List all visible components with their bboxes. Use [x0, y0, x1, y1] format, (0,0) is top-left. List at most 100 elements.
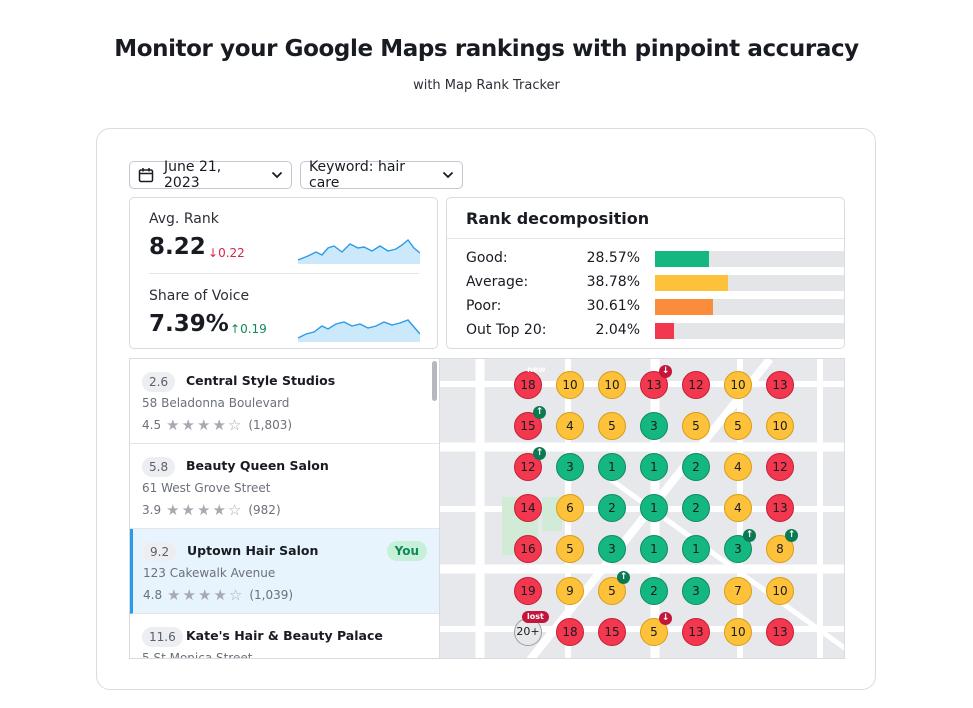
map-rank-pin[interactable]: 19: [514, 577, 542, 605]
business-name: Uptown Hair Salon: [187, 543, 319, 558]
business-name: Kate's Hair & Beauty Palace: [186, 628, 383, 643]
map-rank-pin[interactable]: 15: [598, 618, 626, 646]
keyword-label: Keyword: hair care: [309, 159, 406, 191]
rank-up-arrow-icon: ↑: [533, 406, 546, 419]
map-rank-tracker-card: June 21, 2023 Keyword: hair care Avg. Ra…: [96, 128, 876, 690]
review-count: (1,803): [248, 418, 293, 432]
star-rating-icon: ★★★★☆: [167, 586, 245, 604]
map-rank-pin[interactable]: 2: [682, 453, 710, 481]
map-rank-pin[interactable]: 4: [724, 494, 752, 522]
star-rating-icon: ★★★★☆: [166, 416, 244, 434]
page-subheadline: with Map Rank Tracker: [413, 78, 560, 93]
map-rank-pin[interactable]: 2: [598, 494, 626, 522]
map-rank-pin[interactable]: 10: [724, 618, 752, 646]
map-rank-pin[interactable]: 10: [556, 371, 584, 399]
business-list-item[interactable]: 9.2 Uptown Hair Salon You 123 Cakewalk Aven…: [130, 529, 439, 614]
calendar-icon: [138, 167, 154, 183]
rank-map[interactable]: 18 10 10 13 12 10 13 15 4 5 3 5 5 10 12 3 1 1 2 4 12 14 6 2 1 2 4 1…: [439, 358, 845, 659]
map-rank-pin[interactable]: 1: [640, 535, 668, 563]
arrow-up-icon: ↑: [230, 322, 241, 336]
map-rank-pin[interactable]: 5: [640, 618, 668, 646]
rank-up-arrow-icon: ↑: [617, 571, 630, 584]
map-rank-pin[interactable]: 3: [682, 577, 710, 605]
map-rank-pin[interactable]: 7: [724, 577, 752, 605]
map-rank-pin[interactable]: 1: [640, 494, 668, 522]
map-rank-pin[interactable]: 3: [598, 535, 626, 563]
rating-value: 4.5: [142, 418, 162, 432]
map-rank-pin[interactable]: 13: [682, 618, 710, 646]
map-rank-pin[interactable]: 2: [640, 577, 668, 605]
rank-category-bar-fill: [655, 275, 729, 291]
map-rank-pin[interactable]: 1: [598, 453, 626, 481]
rank-decomposition-row: Out Top 20: 2.04%: [466, 321, 844, 341]
rank-decomposition-row: Average: 38.78%: [466, 273, 844, 293]
map-rank-pin[interactable]: 13: [766, 618, 794, 646]
rank-down-arrow-icon: ↓: [659, 365, 672, 378]
business-list[interactable]: 2.6 Central Style Studios 58 Beladonna Bou…: [129, 358, 439, 659]
map-rank-pin[interactable]: 1: [682, 535, 710, 563]
business-address: 61 West Grove Street: [142, 481, 271, 495]
share-of-voice-sparkline: [298, 319, 420, 342]
map-rank-pin[interactable]: 5: [556, 535, 584, 563]
rating-value: 3.9: [142, 503, 162, 517]
map-rank-pin[interactable]: 1: [640, 453, 668, 481]
business-address: 5 St Monica Street: [142, 651, 253, 659]
map-rank-pin[interactable]: 4: [724, 453, 752, 481]
rank-category-percent: 2.04%: [595, 322, 640, 338]
rank-category-bar-fill: [655, 323, 674, 339]
map-rank-pin[interactable]: 10: [766, 577, 794, 605]
rank-down-arrow-icon: ↓: [659, 612, 672, 625]
rank-category-label: Out Top 20:: [466, 322, 547, 338]
map-rank-pin[interactable]: 5: [682, 412, 710, 440]
map-rank-pin[interactable]: 13: [766, 494, 794, 522]
rank-category-bar-track: [655, 251, 844, 267]
map-rank-pin[interactable]: 12: [682, 371, 710, 399]
map-rank-pin[interactable]: 3: [556, 453, 584, 481]
map-rank-pin[interactable]: 5: [598, 412, 626, 440]
map-rank-pin[interactable]: 5: [598, 577, 626, 605]
divider: [149, 273, 419, 274]
map-rank-pin[interactable]: 13: [766, 371, 794, 399]
map-rank-pin[interactable]: 10: [724, 371, 752, 399]
map-rank-pin[interactable]: 9: [556, 577, 584, 605]
avg-rank-sparkline: [298, 238, 420, 264]
tag-badge: new: [527, 365, 546, 374]
business-list-item[interactable]: 5.8 Beauty Queen Salon 61 West Grove Stree…: [130, 444, 439, 529]
rank-decomposition-row: Poor: 30.61%: [466, 297, 844, 317]
map-rank-pin[interactable]: 2: [682, 494, 710, 522]
business-rating: 4.8 ★★★★☆ (1,039): [143, 586, 293, 604]
rank-category-bar-track: [655, 299, 844, 315]
map-rank-pin[interactable]: 18: [556, 618, 584, 646]
map-rank-pin[interactable]: 4: [556, 412, 584, 440]
map-rank-pin[interactable]: 15: [514, 412, 542, 440]
business-list-item[interactable]: 11.6 Kate's Hair & Beauty Palace 5 St Moni…: [130, 614, 439, 659]
business-rating: 4.5 ★★★★☆ (1,803): [142, 416, 292, 434]
business-list-item[interactable]: 2.6 Central Style Studios 58 Beladonna Bou…: [130, 359, 439, 444]
map-rank-pin[interactable]: 14: [514, 494, 542, 522]
rank-category-percent: 30.61%: [586, 298, 640, 314]
review-count: (982): [248, 503, 281, 517]
map-rank-pin[interactable]: 5: [724, 412, 752, 440]
map-rank-pin[interactable]: 13: [640, 371, 668, 399]
map-rank-pin[interactable]: 6: [556, 494, 584, 522]
avg-rank-badge: 9.2: [143, 542, 177, 562]
rank-category-percent: 28.57%: [586, 250, 640, 266]
keyword-dropdown[interactable]: Keyword: hair care: [300, 159, 463, 191]
map-rank-pin[interactable]: 10: [766, 412, 794, 440]
stats-panel: Avg. Rank 8.22 ↓0.22 Share of Voice 7.39…: [129, 197, 438, 349]
date-label: June 21, 2023: [164, 159, 222, 191]
rank-category-percent: 38.78%: [586, 274, 640, 290]
rank-decomposition-panel: Rank decomposition Good: 28.57% Average: 38…: [446, 197, 845, 349]
rank-category-bar-track: [655, 323, 844, 339]
map-rank-pin[interactable]: 3: [640, 412, 668, 440]
business-name: Central Style Studios: [186, 373, 336, 388]
list-scrollbar[interactable]: [432, 361, 437, 401]
review-count: (1,039): [249, 588, 294, 602]
map-rank-pin[interactable]: 18: [514, 371, 542, 399]
rank-up-arrow-icon: ↑: [743, 529, 756, 542]
map-rank-pin[interactable]: 10: [598, 371, 626, 399]
map-rank-pin[interactable]: 12: [766, 453, 794, 481]
business-address: 123 Cakewalk Avenue: [143, 566, 276, 580]
date-dropdown[interactable]: June 21, 2023: [129, 159, 292, 191]
map-rank-pin[interactable]: 16: [514, 535, 542, 563]
